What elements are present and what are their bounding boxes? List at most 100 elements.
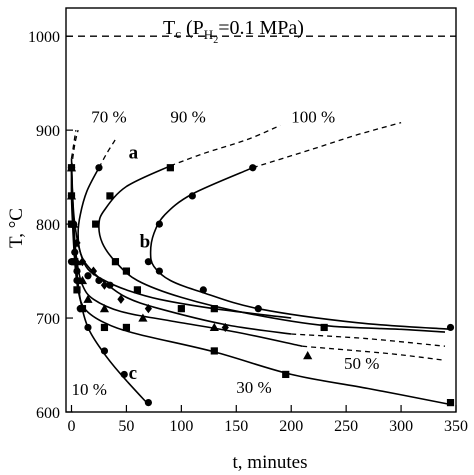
series-line-90 — [98, 165, 446, 333]
data-point — [133, 286, 142, 294]
x-tick-label: 0 — [67, 418, 75, 435]
data-point — [78, 257, 87, 267]
series-extension-10 — [70, 129, 77, 159]
curve-label: 90 % — [170, 108, 205, 127]
data-point — [120, 370, 128, 379]
data-point — [100, 280, 109, 290]
data-point — [99, 304, 110, 313]
curve-label: 30 % — [236, 378, 271, 397]
svg-text:Tc (PH2=0.1 MPa): Tc (PH2=0.1 MPa) — [163, 17, 304, 46]
data-point — [84, 323, 92, 332]
series-extension-50 — [302, 345, 446, 361]
series-extension-100 — [252, 121, 402, 169]
x-tick-label: 350 — [444, 418, 468, 435]
x-tick-label: 50 — [118, 418, 134, 435]
data-point — [122, 267, 131, 275]
data-point — [77, 275, 88, 285]
y-tick-label: 700 — [36, 311, 60, 328]
series-line-100 — [149, 166, 451, 331]
series-line-a — [77, 167, 292, 319]
series-extension-a — [98, 139, 116, 169]
y-axis-label-group: T, °C — [6, 208, 27, 248]
curve-label: 70 % — [91, 108, 126, 127]
series-extension-70 — [291, 333, 446, 347]
series-extension-90 — [170, 124, 281, 167]
data-point — [282, 370, 290, 379]
data-point — [89, 266, 98, 276]
y-tick-label: 600 — [36, 405, 60, 422]
data-point — [95, 276, 103, 285]
data-point — [210, 305, 218, 313]
data-point — [73, 286, 81, 294]
series-line-50 — [70, 167, 303, 347]
labels: 70 % 90 % 100 % a b c 50 % 30 % 10 % — [71, 108, 379, 399]
data-point — [67, 258, 76, 266]
data-point — [155, 267, 163, 275]
curve-label: 50 % — [344, 354, 379, 373]
y-tick-label: 900 — [36, 123, 60, 140]
y-tick-label: 1000 — [28, 29, 60, 46]
data-point — [144, 258, 152, 266]
data-point — [73, 238, 81, 248]
ref-label-prefix: T — [163, 17, 175, 39]
curve-label: c — [129, 363, 137, 384]
data-point — [199, 286, 207, 294]
ref-label-suffix: =0.1 MPa) — [218, 17, 304, 39]
x-tick-label: 100 — [169, 418, 193, 435]
data-point — [92, 220, 100, 228]
data-point — [446, 399, 455, 407]
data-point — [210, 347, 218, 355]
data-point — [166, 164, 174, 172]
data-point — [67, 192, 76, 200]
data-point — [73, 267, 81, 275]
data-point — [100, 323, 109, 332]
data-point — [111, 258, 120, 266]
data-point — [177, 305, 185, 313]
data-point — [155, 220, 163, 228]
data-point — [117, 294, 125, 304]
data-point — [221, 322, 229, 333]
data-point — [83, 294, 93, 303]
data-point — [71, 248, 79, 256]
data-point — [73, 276, 81, 285]
ref-label-sub: c — [175, 26, 181, 41]
data-point — [78, 305, 87, 313]
curve-label: 100 % — [291, 108, 335, 127]
data-point — [303, 351, 313, 360]
data-point — [209, 322, 219, 332]
data-point — [144, 304, 152, 314]
data-point — [249, 164, 257, 172]
ref-label-sub3: 2 — [213, 35, 218, 46]
data-point — [67, 220, 76, 228]
data-point — [106, 281, 114, 289]
data-point — [254, 305, 262, 313]
x-tick-label: 150 — [224, 418, 248, 435]
data-point — [67, 164, 76, 172]
plot-frame — [65, 7, 457, 413]
curve-label: a — [129, 142, 139, 163]
x-axis-label: t, minutes — [233, 452, 308, 473]
y-tick-label: 800 — [36, 217, 60, 234]
data-point — [122, 323, 131, 332]
data-point — [138, 313, 148, 322]
y-axis-label: T, °C — [6, 208, 27, 248]
markers — [66, 163, 455, 407]
data-point — [144, 399, 152, 407]
data-point — [446, 323, 455, 332]
axes: 0 50 100 150 200 250 300 350 600 700 800 900 1000 — [28, 7, 468, 435]
curve-label: 10 % — [71, 380, 106, 399]
ref-label-sub2: H — [204, 27, 213, 42]
data-point — [320, 323, 328, 332]
data-point — [95, 164, 103, 172]
data-point — [106, 192, 114, 200]
ref-label-mid: (P — [181, 17, 204, 39]
data-point — [84, 272, 92, 280]
data-point — [188, 192, 196, 200]
data-point — [100, 347, 109, 355]
curve-label: b — [140, 232, 151, 253]
x-tick-label: 300 — [389, 418, 413, 435]
x-tick-label: 200 — [279, 418, 303, 435]
x-tick-label: 250 — [334, 418, 358, 435]
reference-line-label: Tc (PH2=0.1 MPa) — [163, 17, 304, 46]
